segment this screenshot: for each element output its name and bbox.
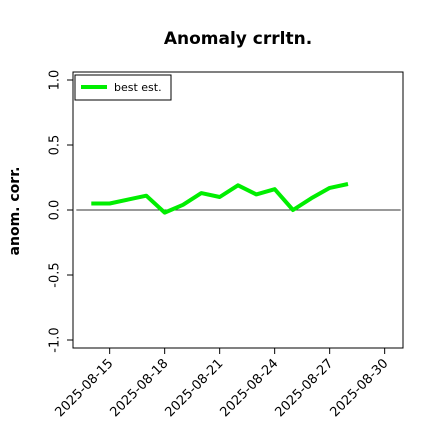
x-tick-label: 2025-08-24: [217, 356, 281, 420]
legend: best est.: [74, 74, 172, 101]
axes: -1.0-0.50.00.51.02025-08-152025-08-18202…: [48, 70, 392, 421]
y-tick-label: 0.0: [48, 200, 63, 221]
series-line-0: [91, 182, 349, 215]
y-axis-label: anom. corr.: [7, 167, 23, 256]
x-tick-label: 2025-08-27: [272, 356, 336, 420]
series-layer: [91, 182, 349, 215]
x-tick-label: 2025-08-15: [52, 356, 116, 420]
x-tick-label: 2025-08-18: [107, 356, 171, 420]
legend-label-best-est: best est.: [114, 81, 162, 94]
y-tick-label: 1.0: [48, 70, 63, 91]
y-tick-label: -0.5: [48, 262, 63, 287]
x-tick-label: 2025-08-21: [162, 356, 226, 420]
y-tick-label: 0.5: [48, 135, 63, 156]
chart-title: Anomaly crrltn.: [164, 29, 312, 49]
x-tick-label: 2025-08-30: [327, 356, 391, 420]
y-tick-label: -1.0: [48, 327, 63, 352]
